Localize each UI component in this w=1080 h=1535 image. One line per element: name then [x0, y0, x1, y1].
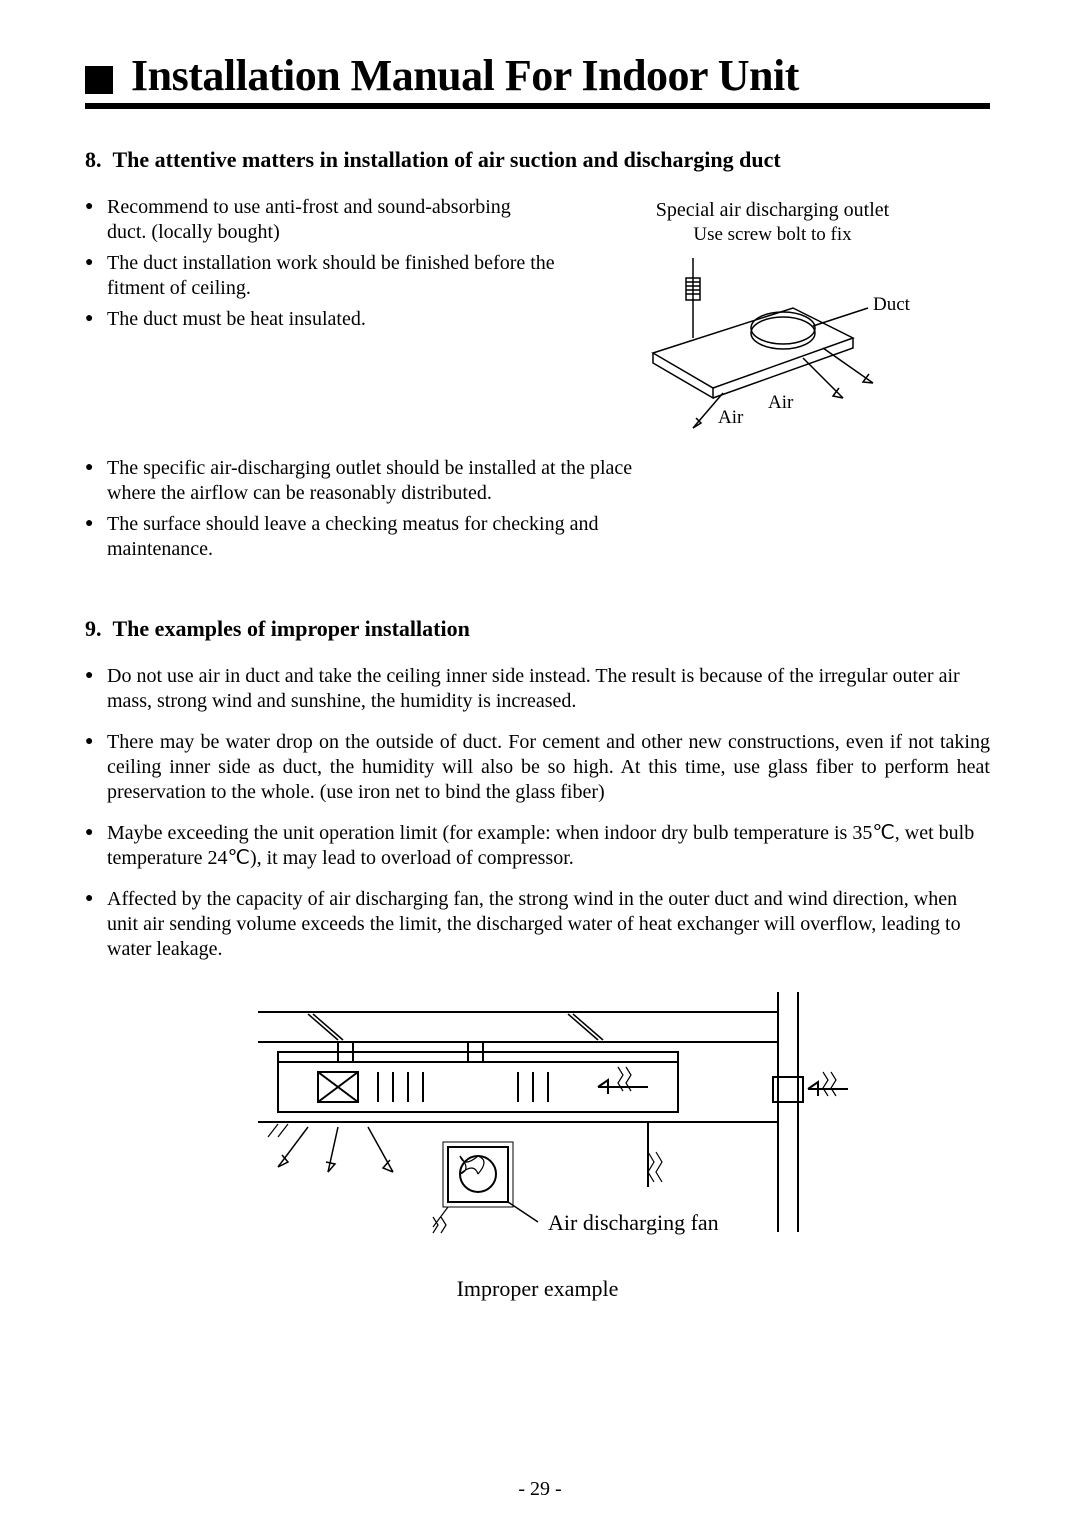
section-8: 8. The attentive matters in installation… — [85, 147, 990, 562]
section-8-heading: 8. The attentive matters in installation… — [85, 147, 990, 173]
list-item: Do not use air in duct and take the ceil… — [85, 664, 990, 714]
list-item: Affected by the capacity of air discharg… — [85, 887, 990, 962]
list-item: Maybe exceeding the unit operation limit… — [85, 821, 990, 871]
duct-outlet-diagram: Duct Air Air — [623, 248, 923, 438]
section-9-heading: 9. The examples of improper installation — [85, 616, 990, 642]
page-header: Installation Manual For Indoor Unit — [85, 50, 990, 109]
page-number-value: 29 — [530, 1478, 550, 1500]
figure-1: Special air discharging outlet Use screw… — [555, 199, 990, 438]
figure-2: Air discharging fan Improper example — [85, 992, 990, 1302]
figure-2-caption: Improper example — [85, 1276, 990, 1302]
document-title: Installation Manual For Indoor Unit — [131, 50, 799, 101]
section-9: 9. The examples of improper installation… — [85, 616, 990, 1302]
list-item: The duct must be heat insulated. — [85, 307, 555, 332]
figure-1-label-sub: Use screw bolt to fix — [555, 224, 990, 246]
improper-example-diagram: Air discharging fan — [218, 992, 858, 1272]
page-number: - 29 - — [0, 1478, 1080, 1501]
section-8-bullets-left: Recommend to use anti-frost and sound-ab… — [85, 195, 555, 332]
list-item: The specific air-discharging outlet shou… — [85, 456, 645, 506]
section-9-number: 9. — [85, 616, 102, 641]
list-item: Recommend to use anti-frost and sound-ab… — [85, 195, 555, 245]
section-8-title: The attentive matters in installation of… — [113, 147, 781, 172]
list-item: The surface should leave a checking meat… — [85, 512, 645, 562]
figure-1-label-top: Special air discharging outlet — [555, 199, 990, 222]
header-bullet-square — [85, 66, 113, 94]
figure-2-fan-label: Air discharging fan — [548, 1210, 719, 1235]
list-item: The duct installation work should be fin… — [85, 251, 555, 301]
section-8-number: 8. — [85, 147, 102, 172]
section-9-bullets: Do not use air in duct and take the ceil… — [85, 664, 990, 962]
section-9-title: The examples of improper installation — [113, 616, 470, 641]
figure-1-label-duct: Duct — [873, 294, 911, 315]
section-8-bullets-full: The specific air-discharging outlet shou… — [85, 456, 645, 562]
figure-1-label-air2: Air — [768, 392, 794, 413]
figure-1-label-air1: Air — [718, 407, 744, 428]
list-item: There may be water drop on the outside o… — [85, 730, 990, 805]
